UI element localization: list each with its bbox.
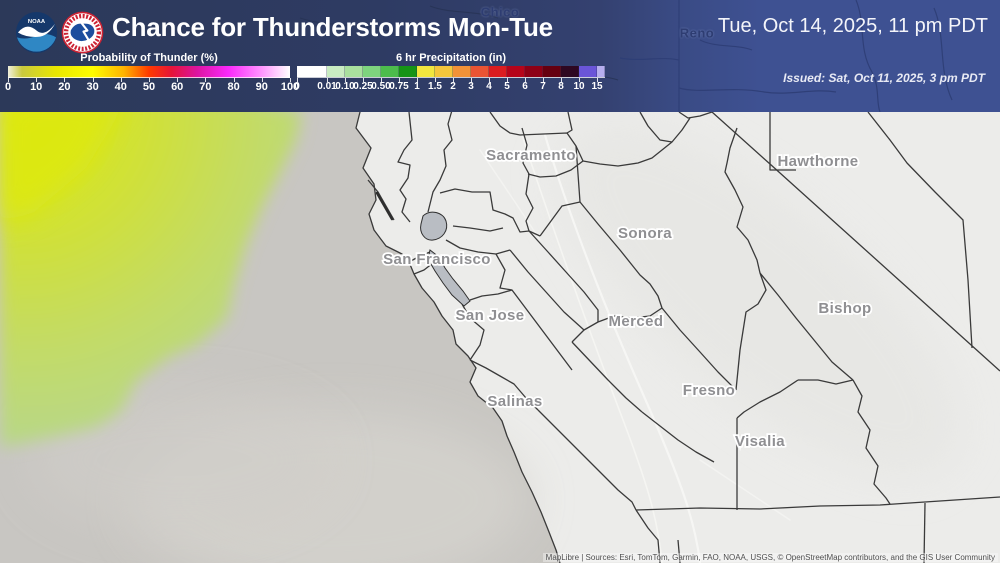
- precip-segment: [345, 66, 363, 77]
- precip-segment: [381, 66, 399, 77]
- bay-water: [375, 191, 471, 307]
- precip-segment: [453, 66, 471, 77]
- faint-city-label: Chico: [480, 4, 520, 20]
- precip-segment: [525, 66, 543, 77]
- precip-ticks: 0 0.01 0.10 0.25 0.50 0.75 1 1.5 2 3 4 5 6 7 8 10 15: [294, 78, 605, 94]
- precip-tick-label: 0: [294, 81, 300, 92]
- thunder-tick-label: 80: [227, 81, 240, 93]
- header-bar: Chico Reno NOAA Chance for Thunderstorms …: [0, 0, 1000, 112]
- header-map-showthrough-lines: [299, 0, 953, 112]
- precip-tick-label: 10: [573, 81, 585, 92]
- thunder-tick-label: 70: [199, 81, 212, 93]
- precip-segment: [579, 66, 597, 77]
- thunder-legend-title: Probability of Thunder (%): [80, 52, 218, 64]
- thunder-tick-label: 20: [58, 81, 71, 93]
- precip-legend: 6 hr Precipitation (in) 0 0.01 0.10 0.25 0.5…: [294, 52, 605, 94]
- precip-segment: [417, 66, 435, 77]
- issued-time-text: Issued: Sat, Oct 11, 2025, 3 pm PDT: [783, 71, 985, 85]
- svg-text:NOAA: NOAA: [28, 19, 46, 25]
- precip-tick-label: 15: [591, 81, 603, 92]
- precip-segment: [399, 66, 417, 77]
- precip-segment: [597, 66, 605, 77]
- road-lines: [479, 133, 791, 563]
- thunder-tick-label: 100: [280, 81, 300, 93]
- thunder-tick-label: 30: [86, 81, 99, 93]
- thunder-tick-label: 10: [30, 81, 43, 93]
- city-label: Fresno: [683, 382, 735, 399]
- thunder-tick-label: 60: [171, 81, 184, 93]
- page-title: Chance for Thunderstorms Mon-Tue: [112, 12, 553, 42]
- thunder-gradient-bar: [8, 66, 290, 78]
- thunder-probability-overlay: [0, 96, 302, 447]
- precip-tick-label: 6: [522, 81, 528, 92]
- precip-legend-title: 6 hr Precipitation (in): [395, 52, 506, 64]
- thunder-tick-label: 90: [255, 81, 268, 93]
- precip-segment: [507, 66, 525, 77]
- precip-segment: [471, 66, 489, 77]
- precip-tick-label: 8: [558, 81, 564, 92]
- precip-tick-label: 0.01: [317, 81, 337, 92]
- precip-tick-label: 3: [468, 81, 474, 92]
- faint-city-label: Reno: [679, 25, 715, 41]
- county-boundaries: [355, 99, 1000, 563]
- city-label: San Francisco: [383, 251, 491, 268]
- city-label: Bishop: [818, 300, 871, 317]
- precip-segment: [561, 66, 579, 77]
- precip-tick-label: 1.5: [428, 81, 442, 92]
- thunder-tick-label: 50: [142, 81, 156, 93]
- city-label: Visalia: [735, 433, 785, 450]
- precip-tick-label: 5: [504, 81, 510, 92]
- precip-segment: [543, 66, 561, 77]
- city-label: Sonora: [618, 225, 672, 242]
- precip-segment: [363, 66, 381, 77]
- city-label: San Jose: [455, 307, 524, 324]
- nws-logo-icon: [61, 11, 104, 54]
- precip-tick-label: 0.10: [335, 81, 355, 92]
- thunder-ticks: 0 10 20 30 40 50 60 70 80 90 100: [4, 78, 299, 94]
- precip-tick-label: 4: [486, 81, 492, 92]
- thunder-tick-label: 0: [4, 81, 12, 93]
- city-label: Hawthorne: [777, 153, 858, 170]
- precip-tick-label: 7: [540, 81, 546, 92]
- precip-tick-label: 2: [450, 81, 456, 92]
- precip-segment: [435, 66, 453, 77]
- precip-tick-label: 0.75: [389, 81, 409, 92]
- precip-tick-label: 0.50: [371, 81, 391, 92]
- thunder-tick-label: 40: [114, 81, 127, 93]
- thunder-legend: Probability of Thunder (%) 0 10 20 30 40 50 60…: [4, 52, 299, 94]
- map-attribution: MapLibre | Sources: Esri, TomTom, Garmin…: [542, 553, 998, 562]
- noaa-logo-icon: NOAA: [15, 11, 58, 54]
- city-label: Salinas: [487, 393, 542, 410]
- precip-segment-bar: [297, 66, 605, 78]
- precip-tick-label: 0.25: [353, 81, 373, 92]
- precip-tick-label: 1: [414, 81, 420, 92]
- precip-segment: [327, 66, 345, 77]
- precip-segment: [297, 66, 327, 77]
- city-label: Sacramento: [486, 147, 576, 164]
- city-label: Merced: [609, 313, 664, 330]
- valid-time-text: Tue, Oct 14, 2025, 11 pm PDT: [717, 15, 988, 37]
- city-labels: Sacramento Hawthorne Sonora San Francisco Bi…: [381, 145, 873, 452]
- precip-segment: [489, 66, 507, 77]
